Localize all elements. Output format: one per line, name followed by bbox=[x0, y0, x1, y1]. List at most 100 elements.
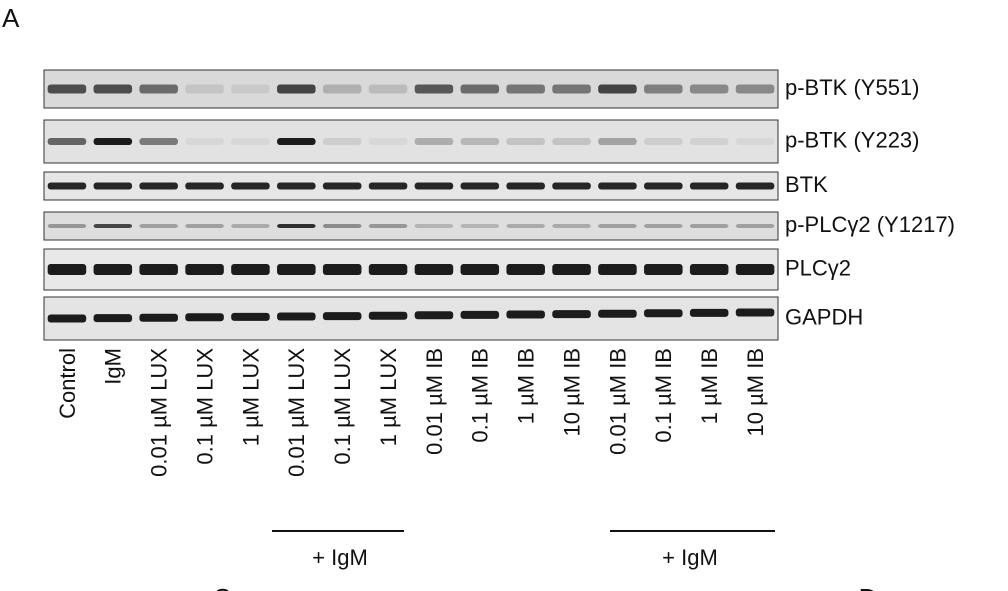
band bbox=[277, 138, 316, 145]
band bbox=[598, 224, 637, 228]
band bbox=[231, 224, 270, 228]
lane-label: 0.01 µM LUX bbox=[147, 348, 172, 477]
band bbox=[598, 84, 637, 94]
band bbox=[93, 314, 133, 323]
band bbox=[139, 224, 178, 228]
band bbox=[735, 224, 775, 228]
band bbox=[414, 224, 454, 228]
band bbox=[368, 224, 408, 228]
blot-label: PLCγ2 bbox=[785, 255, 851, 280]
band bbox=[93, 182, 133, 190]
band bbox=[552, 138, 591, 145]
band bbox=[185, 182, 224, 190]
band bbox=[414, 138, 454, 145]
band bbox=[322, 182, 362, 190]
band bbox=[139, 84, 178, 94]
lane-label: 1 µM LUX bbox=[376, 348, 401, 447]
band bbox=[139, 264, 178, 275]
band bbox=[93, 264, 133, 275]
band bbox=[47, 138, 87, 145]
blot-label: p-BTK (Y551) bbox=[785, 75, 920, 100]
band bbox=[47, 224, 87, 228]
band bbox=[322, 312, 362, 321]
band bbox=[460, 310, 500, 319]
band bbox=[689, 308, 729, 317]
lane-label: 1 µM LUX bbox=[238, 348, 263, 447]
band bbox=[598, 182, 637, 190]
lane-label: 0.1 µM LUX bbox=[192, 348, 217, 465]
lane-label: 0.01 µM IB bbox=[605, 348, 630, 455]
band bbox=[506, 182, 545, 190]
band bbox=[506, 264, 545, 275]
band bbox=[231, 182, 270, 190]
band bbox=[368, 138, 408, 145]
band bbox=[322, 84, 362, 94]
band bbox=[644, 224, 683, 228]
band bbox=[598, 138, 637, 145]
band bbox=[322, 264, 362, 275]
band bbox=[506, 224, 545, 228]
band bbox=[689, 84, 729, 94]
blot-label: GAPDH bbox=[785, 304, 863, 329]
band bbox=[460, 84, 500, 94]
band bbox=[277, 312, 316, 321]
band bbox=[506, 138, 545, 145]
band bbox=[93, 138, 133, 145]
blot-label: p-BTK (Y223) bbox=[785, 127, 920, 152]
band bbox=[414, 84, 454, 94]
band bbox=[368, 264, 408, 275]
band bbox=[689, 138, 729, 145]
lane-label: 0.1 µM LUX bbox=[330, 348, 355, 465]
blot-label: BTK bbox=[785, 172, 828, 197]
band bbox=[735, 308, 775, 317]
band bbox=[460, 264, 500, 275]
band bbox=[368, 84, 408, 94]
band bbox=[506, 84, 545, 94]
band bbox=[47, 314, 87, 323]
band bbox=[460, 138, 500, 145]
band bbox=[644, 182, 683, 190]
blot bbox=[43, 211, 779, 241]
band bbox=[322, 224, 362, 228]
band bbox=[139, 182, 178, 190]
band bbox=[414, 264, 454, 275]
band bbox=[231, 312, 270, 321]
lane-label: 1 µM IB bbox=[514, 348, 539, 424]
band bbox=[368, 182, 408, 190]
band bbox=[185, 224, 224, 228]
band bbox=[231, 84, 270, 94]
band bbox=[185, 313, 224, 322]
band bbox=[644, 84, 683, 94]
band bbox=[552, 224, 591, 228]
band bbox=[47, 264, 87, 275]
band bbox=[644, 309, 683, 318]
lane-label: 0.1 µM IB bbox=[651, 348, 676, 443]
lane-label: 10 µM IB bbox=[559, 348, 584, 436]
band bbox=[689, 224, 729, 228]
band bbox=[93, 224, 133, 228]
panel-label: A bbox=[2, 3, 20, 33]
band bbox=[644, 138, 683, 145]
band bbox=[735, 84, 775, 94]
lane-label: IgM bbox=[101, 348, 126, 385]
band bbox=[552, 182, 591, 190]
lane-label: Control bbox=[55, 348, 80, 419]
group-label: + IgM bbox=[312, 545, 368, 570]
band bbox=[460, 224, 500, 228]
band bbox=[277, 182, 316, 190]
band bbox=[93, 84, 133, 94]
band bbox=[644, 264, 683, 275]
band bbox=[414, 182, 454, 190]
lane-label: 0.01 µM IB bbox=[422, 348, 447, 455]
panel-label: C bbox=[213, 583, 232, 591]
band bbox=[231, 264, 270, 275]
band bbox=[185, 264, 224, 275]
band bbox=[598, 264, 637, 275]
band bbox=[277, 264, 316, 275]
band bbox=[414, 311, 454, 320]
band bbox=[735, 264, 775, 275]
band bbox=[552, 264, 591, 275]
band bbox=[552, 310, 591, 319]
band bbox=[552, 84, 591, 94]
band bbox=[231, 138, 270, 145]
